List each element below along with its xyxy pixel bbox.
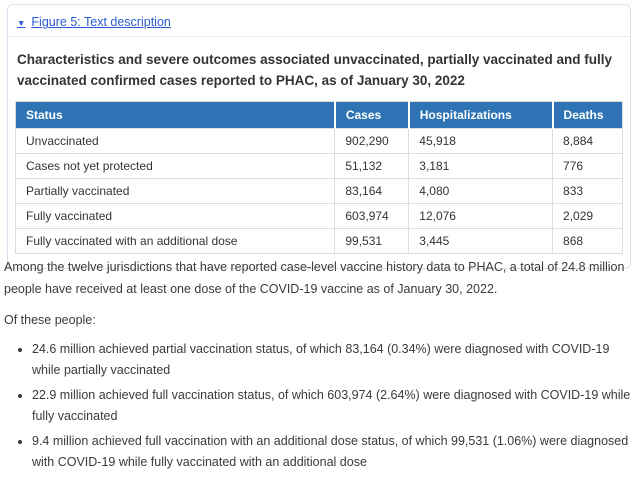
column-header-cases: Cases bbox=[334, 101, 410, 129]
outcomes-table: Status Cases Hospitalizations Deaths Unv… bbox=[14, 101, 623, 254]
list-item: 9.4 million achieved full vaccination wi… bbox=[32, 431, 635, 473]
hospitalizations-cell: 3,445 bbox=[408, 228, 554, 254]
table-row: Fully vaccinated 603,974 12,076 2,029 bbox=[14, 203, 623, 229]
deaths-cell: 833 bbox=[552, 178, 623, 204]
cases-cell: 603,974 bbox=[334, 203, 410, 229]
of-these-people-intro: Of these people: bbox=[4, 313, 96, 327]
column-header-hospitalizations: Hospitalizations bbox=[408, 101, 554, 129]
figure-toggle-link[interactable]: ▼ Figure 5: Text description bbox=[17, 15, 171, 29]
cases-cell: 902,290 bbox=[334, 128, 410, 154]
cases-cell: 99,531 bbox=[334, 228, 410, 254]
body-text-section: Among the twelve jurisdictions that have… bbox=[4, 256, 635, 477]
status-cell: Cases not yet protected bbox=[14, 153, 336, 179]
column-header-status: Status bbox=[15, 101, 336, 129]
table-caption: Characteristics and severe outcomes asso… bbox=[17, 52, 612, 88]
figure-panel-body: Characteristics and severe outcomes asso… bbox=[8, 37, 630, 268]
table-row: Fully vaccinated with an additional dose… bbox=[14, 228, 623, 254]
table-row: Partially vaccinated 83,164 4,080 833 bbox=[14, 178, 623, 204]
status-cell: Fully vaccinated bbox=[14, 203, 336, 229]
hospitalizations-cell: 45,918 bbox=[408, 128, 554, 154]
figure-toggle-label: Figure 5: Text description bbox=[31, 15, 171, 30]
table-row: Cases not yet protected 51,132 3,181 776 bbox=[14, 153, 623, 179]
deaths-cell: 2,029 bbox=[552, 203, 623, 229]
collapse-caret-icon: ▼ bbox=[17, 17, 26, 28]
hospitalizations-cell: 3,181 bbox=[408, 153, 554, 179]
jurisdictions-paragraph: Among the twelve jurisdictions that have… bbox=[4, 260, 625, 296]
status-cell: Unvaccinated bbox=[14, 128, 336, 154]
cases-cell: 51,132 bbox=[334, 153, 410, 179]
figure-toggle-row[interactable]: ▼ Figure 5: Text description bbox=[8, 5, 630, 37]
column-header-deaths: Deaths bbox=[552, 101, 623, 129]
deaths-cell: 8,884 bbox=[552, 128, 623, 154]
hospitalizations-cell: 4,080 bbox=[408, 178, 554, 204]
table-header-row: Status Cases Hospitalizations Deaths bbox=[15, 101, 623, 129]
figure-details-panel: ▼ Figure 5: Text description Characteris… bbox=[7, 4, 631, 269]
deaths-cell: 868 bbox=[552, 228, 623, 254]
hospitalizations-cell: 12,076 bbox=[408, 203, 554, 229]
table-row: Unvaccinated 902,290 45,918 8,884 bbox=[14, 128, 623, 154]
vaccination-bullet-list: 24.6 million achieved partial vaccinatio… bbox=[4, 339, 635, 473]
status-cell: Partially vaccinated bbox=[14, 178, 336, 204]
cases-cell: 83,164 bbox=[334, 178, 410, 204]
status-cell: Fully vaccinated with an additional dose bbox=[14, 228, 336, 254]
deaths-cell: 776 bbox=[552, 153, 623, 179]
list-item: 24.6 million achieved partial vaccinatio… bbox=[32, 339, 635, 381]
list-item: 22.9 million achieved full vaccination s… bbox=[32, 385, 635, 427]
